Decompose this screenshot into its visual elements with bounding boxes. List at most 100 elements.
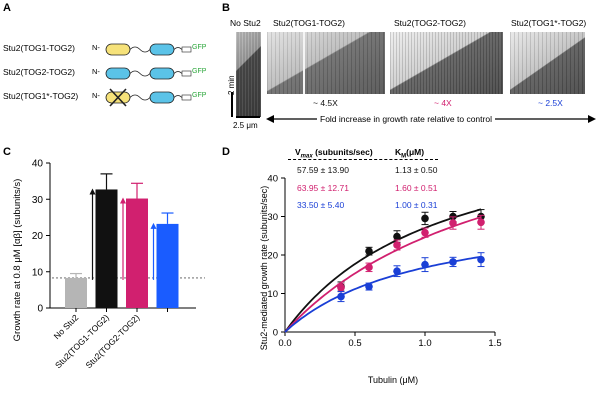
vmax-value: 57.59 ± 13.90	[297, 165, 349, 175]
y-tick-label: 40	[32, 159, 44, 170]
kymograph-tog1mut-tog2	[510, 32, 585, 94]
y-tick-label: 0	[273, 328, 278, 339]
y-tick-label: 20	[267, 251, 278, 262]
kymo-title-tog1-tog2: Stu2(TOG1-TOG2)	[273, 18, 345, 28]
data-point	[421, 228, 429, 237]
coiled-coil	[181, 70, 192, 77]
vmax-symbol: V	[295, 147, 301, 157]
data-point	[449, 258, 457, 266]
fold-arrowhead	[150, 222, 157, 229]
data-point	[477, 218, 485, 227]
time-scale-bar	[231, 92, 233, 117]
kymo-title-tog2-tog2: Stu2(TOG2-TOG2)	[394, 18, 466, 28]
vmax-value: 63.95 ± 12.71	[297, 183, 349, 193]
fit-curve	[284, 216, 482, 333]
n-terminus-label: N-	[92, 91, 100, 100]
y-tick-label: 30	[267, 212, 278, 223]
fold-label-tog1-tog2: ~ 4.5X	[313, 98, 338, 108]
data-point	[449, 219, 457, 227]
tog2-domain	[149, 91, 175, 104]
vmax-units: (subunits/sec)	[315, 147, 373, 157]
data-point	[365, 263, 373, 272]
data-point	[393, 232, 401, 241]
data-point	[393, 241, 401, 249]
km-value: 1.00 ± 0.31	[395, 200, 438, 210]
kymo-title-tog1mut-tog2: Stu2(TOG1*-TOG2)	[511, 18, 587, 28]
y-axis-label: Growth rate at 0.8 μM [αβ] (subunits/s)	[12, 179, 23, 342]
y-tick-label: 40	[267, 174, 278, 185]
fold-label-tog2-tog2: ~ 4X	[434, 98, 452, 108]
fold-arrowhead	[89, 188, 96, 195]
construct-diagram-tog1-mutant-tog2	[105, 88, 192, 107]
km-value: 1.13 ± 0.50	[395, 165, 438, 175]
y-tick-label: 10	[32, 267, 44, 278]
space-scale-bar	[236, 116, 260, 118]
linker	[173, 47, 183, 50]
vmax-subscript: max	[300, 153, 313, 160]
gfp-label: GFP	[192, 92, 207, 99]
tog1-domain	[105, 43, 131, 56]
construct-label: Stu2(TOG1*-TOG2)	[3, 91, 79, 101]
x-tick-label: 0.0	[278, 338, 291, 349]
data-point	[421, 214, 429, 223]
fit-curve	[284, 208, 482, 333]
coiled-coil	[181, 94, 192, 101]
linker	[173, 95, 183, 98]
n-terminus-label: N-	[92, 43, 100, 52]
data-point	[337, 283, 345, 292]
panel-letter-c: C	[3, 146, 11, 158]
kymograph-no-stu2	[236, 32, 261, 117]
fold-label-tog1mut-tog2: ~ 2.5X	[538, 98, 563, 108]
table-divider	[288, 159, 438, 160]
x-tick-label: Stu2(TOG1-TOG2)	[53, 312, 111, 370]
x-tick-label: No Stu2	[52, 312, 81, 341]
bar	[126, 198, 148, 308]
tog2-domain	[149, 67, 175, 80]
construct-label: Stu2(TOG1-TOG2)	[3, 43, 75, 53]
n-terminus-label: N-	[92, 67, 100, 76]
x-tick-label: Stu2(TOG2-TOG2)	[83, 312, 141, 370]
construct-diagram-tog2-tog2	[105, 67, 192, 80]
bar	[95, 189, 118, 308]
tog2-domain	[149, 43, 175, 56]
data-point	[365, 247, 373, 255]
y-axis-label: Stu2-mediated growth rate (subunits/sec)	[259, 186, 269, 351]
y-tick-label: 30	[32, 195, 44, 206]
km-units: (μM)	[406, 147, 425, 157]
mutation-cross-icon	[109, 88, 127, 107]
x-tick-label: 0.5	[348, 338, 361, 349]
x-tick-label: 1.0	[418, 338, 431, 349]
x-axis-label: Tubulin (μM)	[368, 375, 418, 385]
bar	[65, 277, 87, 308]
fit-curve	[284, 255, 482, 333]
panel-c-bar-chart: Growth rate at 0.8 μM [αβ] (subunits/s) …	[12, 159, 205, 370]
space-scale-label: 2.5 μm	[233, 121, 258, 130]
time-scale-label: 2 min	[227, 75, 236, 95]
fold-arrowhead	[120, 197, 126, 204]
panel-letter-b: B	[222, 2, 230, 14]
panel-letter-d: D	[222, 146, 230, 158]
x-tick-label: 1.5	[488, 338, 501, 349]
kymograph-tog2-tog2	[390, 32, 503, 94]
data-point	[337, 292, 345, 301]
y-tick-label: 20	[32, 231, 44, 242]
linker	[173, 71, 183, 74]
bar	[156, 223, 179, 308]
panel-letter-a: A	[3, 2, 11, 14]
tog2-domain	[105, 67, 131, 80]
km-value: 1.60 ± 0.51	[395, 183, 438, 193]
y-tick-label: 0	[37, 304, 43, 315]
data-point	[477, 255, 485, 264]
kymo-title-no-stu2: No Stu2	[230, 18, 261, 28]
data-point	[421, 260, 429, 269]
table-header-km: KM(μM)	[395, 147, 424, 160]
construct-label: Stu2(TOG2-TOG2)	[3, 67, 75, 77]
data-point	[365, 282, 373, 291]
construct-diagram-tog1-tog2	[105, 43, 192, 56]
vmax-value: 33.50 ± 5.40	[297, 200, 345, 210]
y-tick-label: 10	[267, 289, 278, 300]
km-subscript: M	[401, 153, 407, 160]
km-symbol: K	[395, 147, 402, 157]
fold-caption: Fold increase in growth rate relative to…	[317, 114, 495, 124]
coiled-coil	[181, 46, 192, 53]
